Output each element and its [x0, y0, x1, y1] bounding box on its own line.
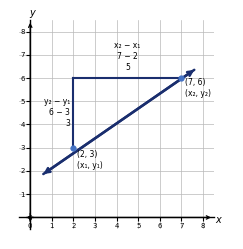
Text: x: x: [215, 215, 221, 225]
Text: (7, 6)
(x₂, y₂): (7, 6) (x₂, y₂): [185, 78, 211, 98]
Text: x₂ − x₁
7 − 2
5: x₂ − x₁ 7 − 2 5: [114, 41, 140, 72]
Text: (2, 3)
(x₁, y₁): (2, 3) (x₁, y₁): [77, 150, 103, 170]
Text: y: y: [30, 8, 35, 18]
Text: y₂ − y₁
6 − 3
3: y₂ − y₁ 6 − 3 3: [44, 97, 70, 128]
